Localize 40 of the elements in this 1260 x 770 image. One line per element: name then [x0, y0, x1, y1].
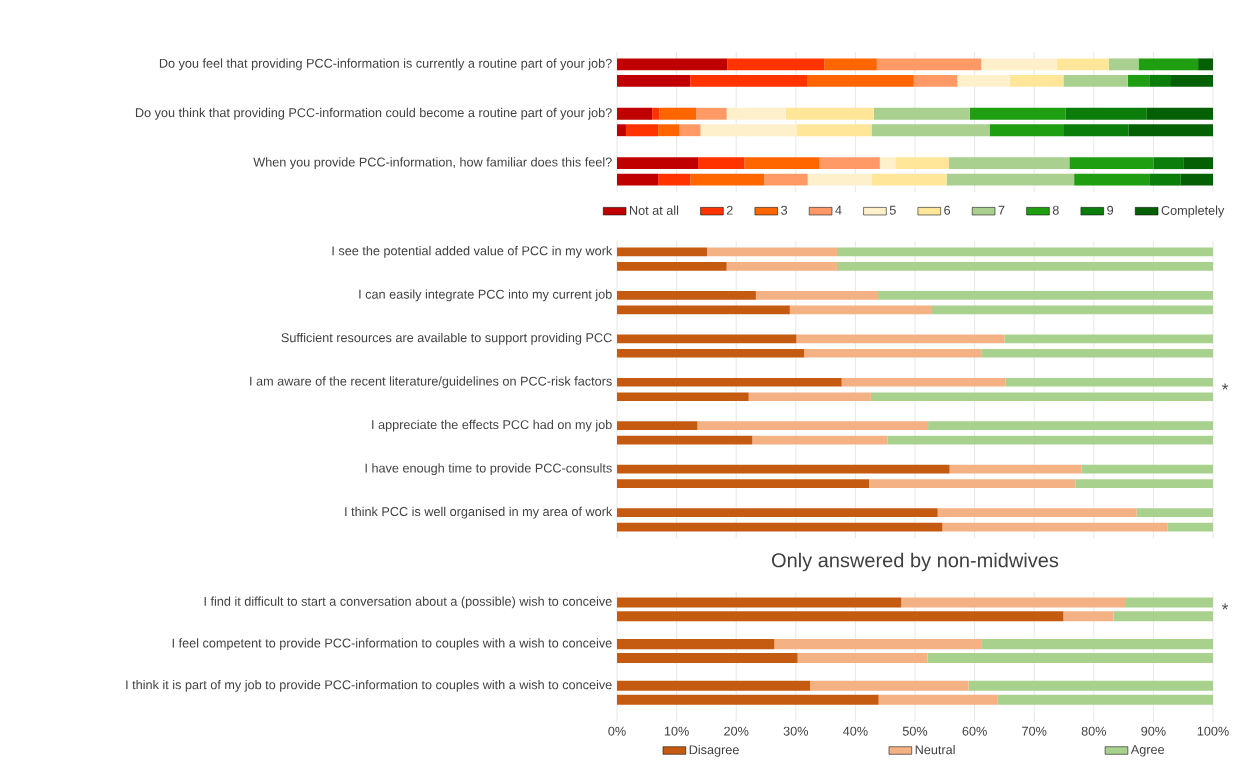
- x-tick-label: 10%: [664, 726, 689, 736]
- y-tick-label: I have enough time to provide PCC-consults: [365, 463, 612, 476]
- y-tick-label: I think it is part of my job to provide PCC-information to couples with a wish to conceive: [126, 679, 612, 692]
- legend-label: 2: [726, 205, 733, 215]
- legend-label: Not at all: [630, 205, 679, 215]
- x-tick-label: 20%: [724, 726, 749, 736]
- legend-label: 4: [835, 205, 842, 215]
- legend-label: 6: [944, 205, 951, 215]
- chart-title: Only answered by non-midwives: [771, 552, 1059, 572]
- legend-label: 9: [1107, 205, 1114, 215]
- x-tick-label: 80%: [1081, 726, 1107, 736]
- y-tick-label: Do you feel that providing PCC-information is currently a routine part of your job?: [159, 58, 612, 71]
- annotation: *: [1221, 603, 1229, 610]
- y-tick-label: I see the potential added value of PCC in my work: [332, 245, 613, 258]
- x-tick-label: 40%: [843, 726, 868, 736]
- x-tick-label: 90%: [1141, 726, 1166, 736]
- y-tick-label: I think PCC is well organised in my area of work: [345, 506, 613, 519]
- x-tick-label: 0%: [608, 726, 626, 736]
- x-tick-label: 70%: [1022, 726, 1047, 736]
- y-tick-label: I feel competent to provide PCC-information to couples with a wish to conceive: [172, 638, 612, 651]
- legend-label: 8: [1052, 205, 1059, 215]
- x-tick-label: 50%: [902, 726, 928, 736]
- x-tick-label: 30%: [783, 726, 809, 736]
- legend-label: 7: [998, 205, 1005, 215]
- y-tick-label: When you provide PCC-information, how familiar does this feel?: [253, 157, 612, 170]
- x-tick-label: 60%: [962, 726, 987, 736]
- y-tick-label: I find it difficult to start a conversation about a (possible) wish to conceive: [204, 596, 612, 609]
- y-tick-label: Sufficient resources are available to support providing PCC: [281, 332, 612, 345]
- annotation: *: [1221, 383, 1229, 390]
- legend-label: 3: [781, 205, 788, 215]
- y-tick-label: Do you think that providing PCC-information could become a routine part of your job?: [135, 107, 612, 120]
- legend-label: 5: [889, 205, 896, 215]
- legend-label: Completely: [1161, 205, 1225, 218]
- x-tick-label: 100%: [1197, 726, 1229, 736]
- y-tick-label: I appreciate the effects PCC had on my job: [372, 419, 612, 432]
- y-tick-label: I can easily integrate PCC into my current job: [359, 289, 612, 302]
- legend-label: Disagree: [689, 744, 739, 757]
- legend-label: Agree: [1130, 745, 1165, 757]
- y-tick-label: I am aware of the recent literature/guidelines on PCC-risk factors: [250, 376, 612, 389]
- legend-label: Neutral: [915, 744, 955, 755]
